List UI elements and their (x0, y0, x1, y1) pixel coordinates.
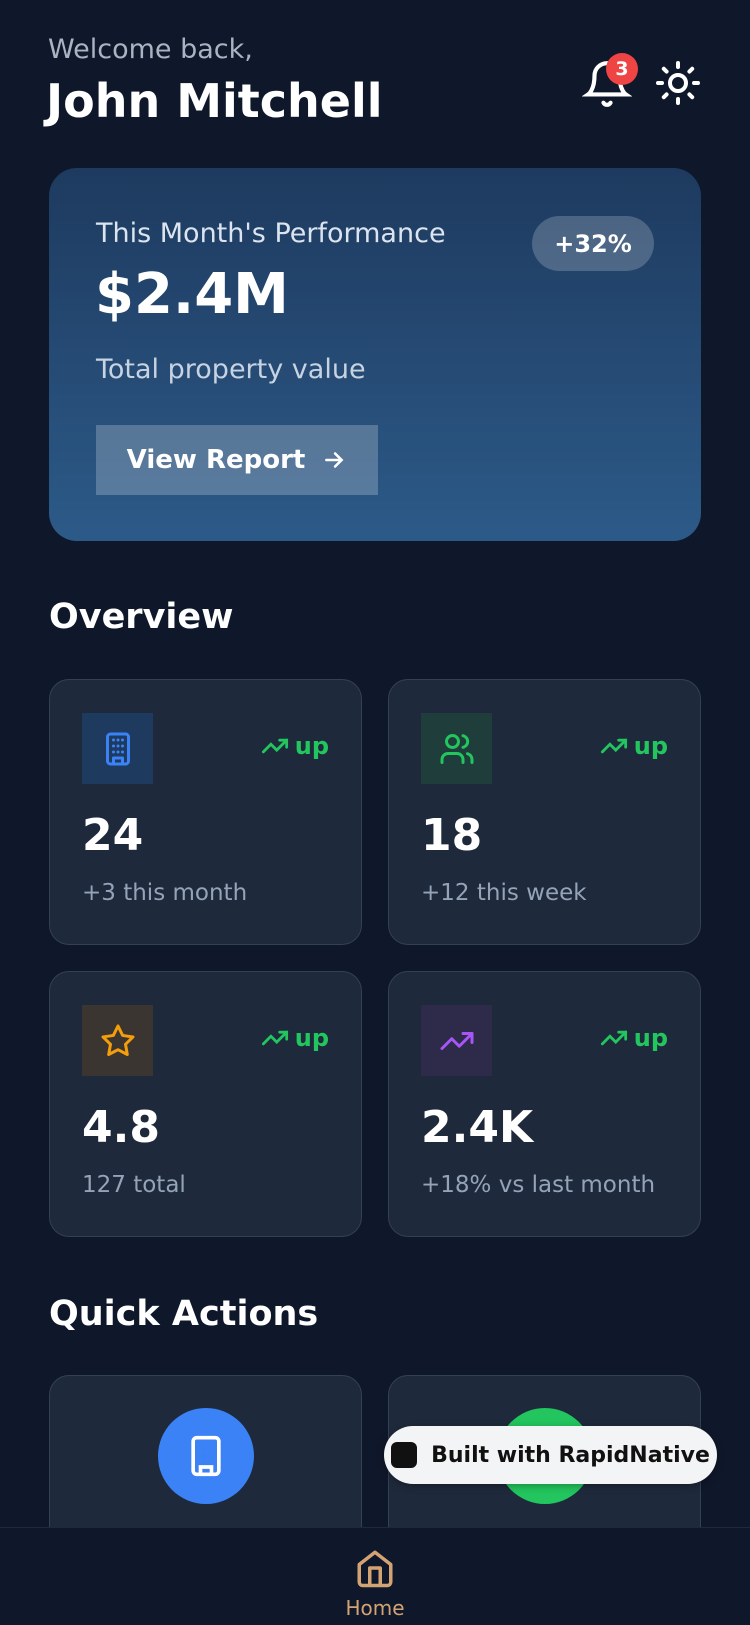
trend-label: up (633, 732, 668, 760)
stat-note: +18% vs last month (421, 1172, 656, 1198)
stat-value: 4.8 (82, 1102, 160, 1153)
action-icon (158, 1408, 254, 1504)
section-title: Quick Actions (49, 1294, 319, 1334)
greeting: Welcome back, (48, 34, 253, 65)
trend: up (261, 1024, 329, 1052)
home-label[interactable]: Home (345, 1596, 405, 1620)
stat-value: 18 (421, 810, 483, 861)
stat-value: 24 (82, 810, 144, 861)
trend: up (261, 732, 329, 760)
performance-subtitle: Total property value (96, 354, 366, 385)
performance-value: $2.4M (95, 262, 289, 327)
view-report-button[interactable]: View Report (96, 425, 378, 495)
bottom-nav: Home (0, 1527, 750, 1625)
home-icon[interactable] (354, 1546, 396, 1590)
logo (391, 1442, 418, 1468)
stat-card: up 2.4K +18% vs last month (388, 971, 701, 1237)
arrow-icon (325, 452, 344, 468)
trend: up (600, 1024, 668, 1052)
performance-title: This Month's Performance (96, 218, 446, 249)
user-name: John Mitchell (46, 74, 383, 128)
stat-note: 127 total (82, 1172, 186, 1198)
theme-toggle[interactable] (654, 59, 702, 107)
stat-note: +3 this month (82, 880, 248, 906)
built-with-badge[interactable]: Built with RapidNative (384, 1426, 717, 1484)
change-badge: +32% (532, 216, 654, 271)
performance-card: This Month's Performance +32% $2.4M Tota… (49, 168, 701, 541)
stat-value: 2.4K (421, 1102, 534, 1153)
stat-card: up 4.8 127 total (49, 971, 362, 1237)
trend-label: up (294, 1024, 329, 1052)
stat-icon (82, 713, 153, 784)
section-title: Overview (49, 597, 234, 637)
trend: up (600, 732, 668, 760)
stat-card: up 18 +12 this week (388, 679, 701, 945)
stat-icon (421, 1005, 492, 1076)
stat-card: up 24 +3 this month (49, 679, 362, 945)
trend-label: up (294, 732, 329, 760)
stat-icon (421, 713, 492, 784)
notification-badge: 3 (606, 53, 638, 85)
button-label: View Report (126, 445, 306, 475)
trend-label: up (633, 1024, 668, 1052)
stat-note: +12 this week (421, 880, 587, 906)
badge-text: Built with RapidNative (431, 1442, 710, 1468)
stat-icon (82, 1005, 153, 1076)
